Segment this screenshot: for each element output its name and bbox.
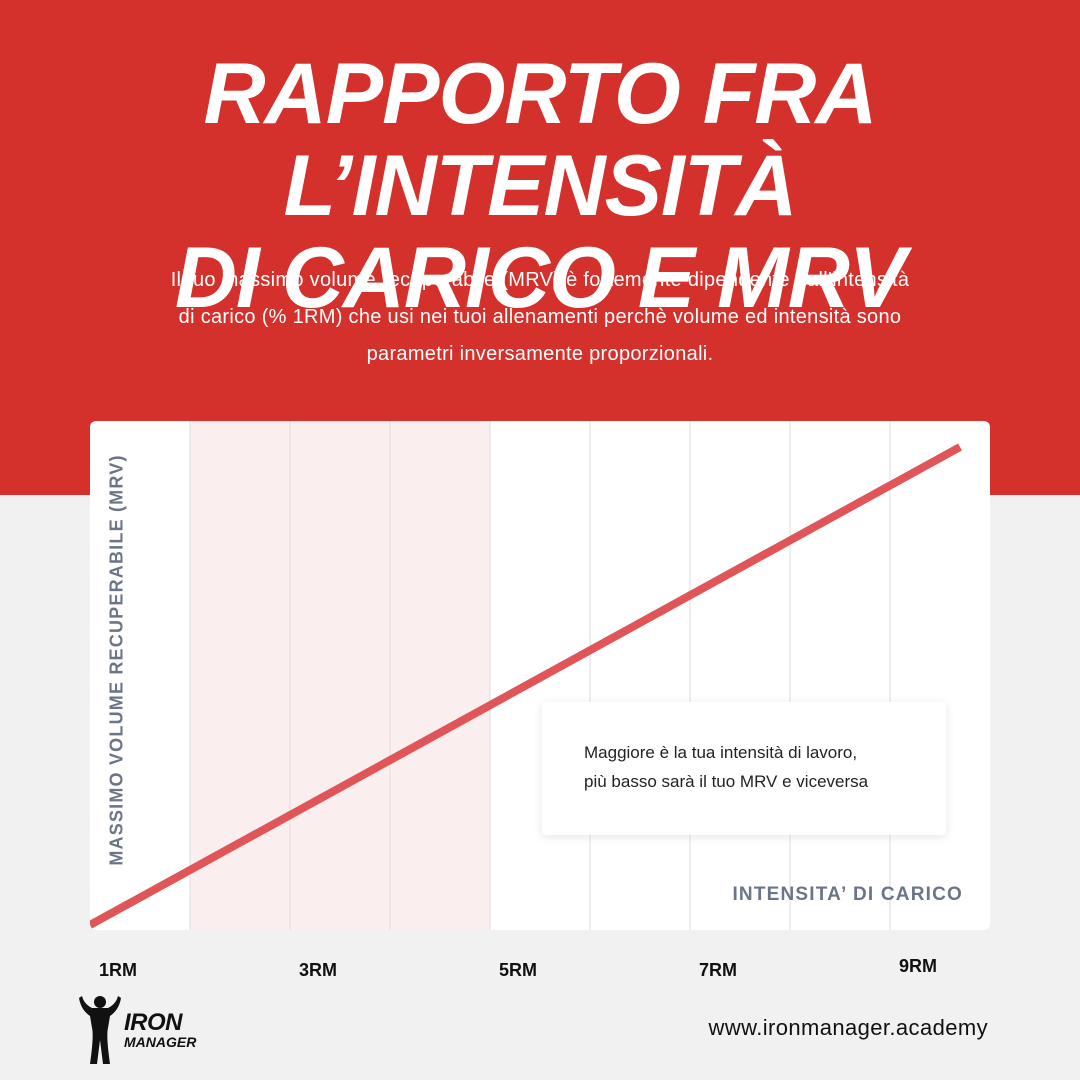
logo-line-1: IRON [124,1009,183,1036]
website-link[interactable]: www.ironmanager.academy [708,1015,988,1040]
annotation-box: Maggiore è la tua intensità di lavoro, p… [542,702,946,835]
x-tick-label: 7RM [698,960,738,980]
intro-text: Il tuo massimo volume recuperabile (MRV)… [100,262,980,373]
brand-logo: IRON MANAGER [124,1009,197,1051]
intro-line-1: Il tuo massimo volume recuperabile (MRV)… [170,269,910,291]
page-title: RAPPORTO FRA L’INTENSITÀ DI CARICO E MRV [0,48,1080,324]
chart-card [90,421,990,930]
title-line-2: DI CARICO E MRV [174,230,906,326]
line-chart [90,421,962,930]
intro-line-2: di carico (% 1RM) che usi nei tuoi allen… [178,306,902,328]
x-axis-label: INTENSITA’ DI CARICO [732,884,963,905]
annotation-line-2: più basso sarà il tuo MRV e viceversa [584,772,869,791]
grid-lines [189,421,891,930]
x-tick-label: 1RM [98,960,138,980]
x-tick-label: 9RM [898,956,938,976]
header-background [0,0,1080,495]
intro-line-3: parametri inversamente proporzionali. [366,343,714,365]
logo-line-2: MANAGER [124,1034,197,1050]
x-tick-label: 5RM [498,960,538,980]
title-line-1: RAPPORTO FRA L’INTENSITÀ [203,46,878,234]
series-line [90,443,962,929]
shaded-region [190,421,490,930]
bodybuilder-icon [79,996,121,1064]
x-tick-label: 3RM [298,960,338,980]
annotation-line-1: Maggiore è la tua intensità di lavoro, [584,743,858,762]
y-axis-label: MASSIMO VOLUME RECUPERABILE (MRV) [106,454,127,866]
